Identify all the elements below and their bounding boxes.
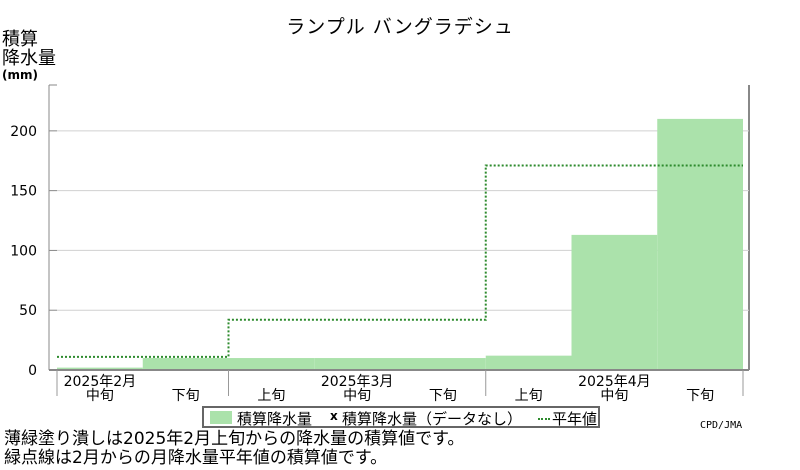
y-tick-label: 100 [10, 243, 37, 259]
legend-dotted-line [538, 418, 550, 420]
bar [57, 367, 143, 370]
normal-line [57, 164, 743, 358]
credit-text: CPD/JMA [700, 420, 743, 431]
bar [571, 234, 658, 370]
x-tick-label: 下旬 [429, 388, 457, 404]
y-tick-label: 0 [28, 363, 37, 379]
x-tick-label: 中旬 [600, 388, 628, 404]
x-tick-label: 中旬 [343, 388, 371, 404]
footnote-2: 緑点線は2月からの月降水量平年値の積算値です。 [4, 448, 388, 468]
chart-title: ランプル バングラデシュ [286, 16, 514, 38]
legend-label-normal: 平年値 [552, 410, 598, 428]
y-axis-unit: (mm) [2, 68, 38, 82]
legend-missing-marker: x [330, 409, 338, 423]
legend-label-precip: 積算降水量 [237, 410, 313, 428]
bar [142, 358, 229, 370]
legend-swatch-precip [210, 411, 232, 424]
y-tick-label: 200 [10, 124, 37, 140]
footnotes: 薄緑塗り潰しは2025年2月上旬からの降水量の積算値です。 緑点線は2月からの月… [4, 430, 464, 468]
x-tick-label: 下旬 [686, 388, 714, 404]
y-axis-label-line-2: 降水量 [2, 48, 56, 69]
y-axis-label-line-1: 積算 [2, 29, 38, 50]
month-label: 2025年2月 [64, 374, 137, 390]
bar [657, 118, 743, 370]
x-tick-label: 中旬 [86, 388, 114, 404]
month-label: 2025年4月 [578, 374, 651, 390]
x-tick-label: 上旬 [515, 388, 543, 404]
y-tick-label: 50 [19, 303, 37, 319]
bar [314, 358, 400, 370]
bar [228, 358, 315, 370]
footnote-1: 薄緑塗り潰しは2025年2月上旬からの降水量の積算値です。 [4, 429, 465, 449]
legend-label-missing: 積算降水量（データなし） [342, 410, 523, 428]
bar [485, 355, 572, 370]
x-tick-label: 下旬 [172, 388, 200, 404]
y-axis-label: 積算 降水量 (mm) [2, 30, 56, 82]
month-label: 2025年3月 [321, 374, 394, 390]
legend: 積算降水量 x 積算降水量（データなし） 平年値 [202, 406, 600, 428]
y-tick-label: 150 [10, 184, 37, 200]
bar [400, 358, 486, 370]
x-tick-label: 上旬 [257, 388, 285, 404]
